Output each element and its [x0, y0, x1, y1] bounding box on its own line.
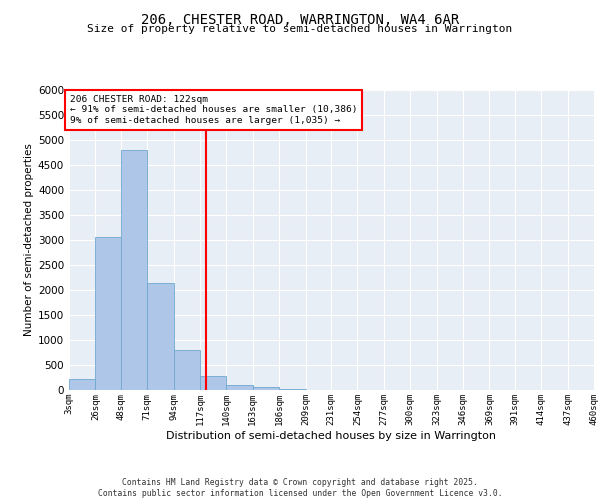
Bar — [253, 387, 279, 390]
X-axis label: Distribution of semi-detached houses by size in Warrington: Distribution of semi-detached houses by … — [167, 430, 497, 440]
Text: 206, CHESTER ROAD, WARRINGTON, WA4 6AR: 206, CHESTER ROAD, WARRINGTON, WA4 6AR — [141, 12, 459, 26]
Text: Size of property relative to semi-detached houses in Warrington: Size of property relative to semi-detach… — [88, 24, 512, 34]
Text: 206 CHESTER ROAD: 122sqm
← 91% of semi-detached houses are smaller (10,386)
9% o: 206 CHESTER ROAD: 122sqm ← 91% of semi-d… — [70, 95, 358, 125]
Bar — [226, 384, 253, 390]
Bar — [279, 388, 305, 390]
Y-axis label: Number of semi-detached properties: Number of semi-detached properties — [24, 144, 34, 336]
Text: Contains HM Land Registry data © Crown copyright and database right 2025.
Contai: Contains HM Land Registry data © Crown c… — [98, 478, 502, 498]
Bar — [200, 376, 226, 390]
Bar — [95, 237, 121, 390]
Bar — [121, 150, 147, 390]
Bar — [173, 350, 200, 390]
Bar — [147, 283, 173, 390]
Bar — [69, 378, 95, 390]
